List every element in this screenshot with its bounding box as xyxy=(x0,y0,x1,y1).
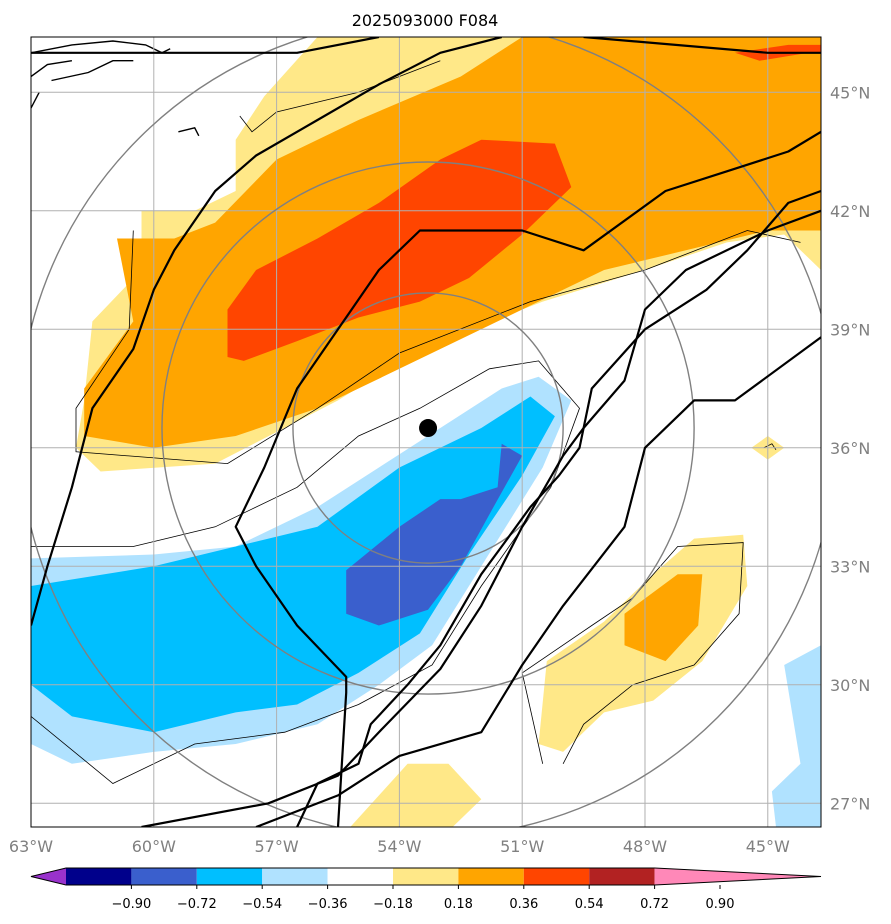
colorbar-tick-label: −0.90 xyxy=(111,897,151,912)
coastline-segment-5 xyxy=(31,91,40,109)
lon-tick-label: 60°W xyxy=(132,837,176,856)
lon-tick-label: 54°W xyxy=(377,837,421,856)
shaded-anomaly-layer xyxy=(31,37,821,827)
coastline-segment-2 xyxy=(51,60,134,82)
colorbar-tick-label: 0.72 xyxy=(640,897,669,912)
colorbar: −0.90 −0.72 −0.54 −0.36 −0.18 0.18 0.36 0.54 0.7… xyxy=(30,867,822,912)
lat-tick-label: 27°N xyxy=(830,794,870,813)
storm-center-dot xyxy=(419,419,438,438)
coastline-layer xyxy=(31,40,200,137)
map-frame xyxy=(30,36,822,828)
range-ring-2 xyxy=(161,161,695,695)
lat-tick-label: 42°N xyxy=(830,202,870,221)
colorbar-extend-high xyxy=(654,868,821,885)
thin-contour-1 xyxy=(31,360,580,784)
colorbar-extend-low xyxy=(31,868,66,885)
map-plot-area xyxy=(31,37,821,827)
colorbar-bin xyxy=(523,868,590,885)
colorbar-tick-label: −0.36 xyxy=(308,897,348,912)
thick-contour-layer xyxy=(31,37,821,827)
colorbar-bin xyxy=(66,868,132,885)
thick-contour-4 xyxy=(296,189,821,827)
lon-tick-label: 63°W xyxy=(9,837,53,856)
colorbar-tick-label: −0.54 xyxy=(242,897,282,912)
colorbar-tick-label: 0.54 xyxy=(575,897,604,912)
lat-tick-label: 39°N xyxy=(830,320,870,339)
colorbar-bin xyxy=(131,868,197,885)
colorbar-tick-label: −0.72 xyxy=(177,897,217,912)
lon-tick-label: 48°W xyxy=(623,837,667,856)
lon-tick-label: 57°W xyxy=(255,837,299,856)
lat-tick-label: 36°N xyxy=(830,439,870,458)
thick-contour-6 xyxy=(31,37,380,54)
thick-contour-1 xyxy=(141,209,821,827)
shaded-region-south-dark-blue xyxy=(346,443,523,626)
shaded-region-south-blue xyxy=(31,396,555,733)
colorbar-outline xyxy=(30,867,822,886)
gridline-layer xyxy=(31,37,821,827)
axis-ticks: 63°W 60°W 57°W 54°W 51°W 48°W 45°W 27°N 30°N 33°N… xyxy=(9,83,870,856)
coastline-segment-3 xyxy=(31,60,73,78)
colorbar-bin xyxy=(393,868,459,885)
shaded-region-south-light xyxy=(350,763,482,827)
thin-contour-4 xyxy=(521,542,744,764)
shaded-region-southeast-mid xyxy=(624,574,703,662)
colorbar-bin xyxy=(589,868,655,885)
range-ring-layer xyxy=(31,37,821,827)
colorbar-bin xyxy=(196,868,263,885)
colorbar-tick-label: 0.90 xyxy=(706,897,735,912)
coastline-segment-4 xyxy=(178,126,200,137)
thick-contour-5 xyxy=(234,130,821,827)
chart-title: 2025093000 F084 xyxy=(352,11,499,30)
shaded-region-east-light-blue xyxy=(771,645,821,827)
thick-contour-7 xyxy=(583,37,821,54)
thick-contour-3 xyxy=(31,37,502,626)
range-ring-1 xyxy=(292,292,564,564)
lon-tick-label: 45°W xyxy=(746,837,790,856)
colorbar-tick-label: 0.36 xyxy=(509,897,538,912)
lat-tick-label: 45°N xyxy=(830,83,870,102)
thick-contour-2 xyxy=(255,336,821,827)
colorbar-bin xyxy=(262,868,328,885)
lon-tick-label: 51°W xyxy=(500,837,544,856)
lat-tick-label: 33°N xyxy=(830,557,870,576)
colorbar-tick-label: 0.18 xyxy=(444,897,473,912)
colorbar-bin xyxy=(327,868,393,885)
colorbar-bin xyxy=(458,868,524,885)
storm-center-layer xyxy=(419,419,438,438)
thin-contour-2 xyxy=(75,230,801,465)
colorbar-tick-label: −0.18 xyxy=(373,897,413,912)
lat-tick-label: 30°N xyxy=(830,676,870,695)
